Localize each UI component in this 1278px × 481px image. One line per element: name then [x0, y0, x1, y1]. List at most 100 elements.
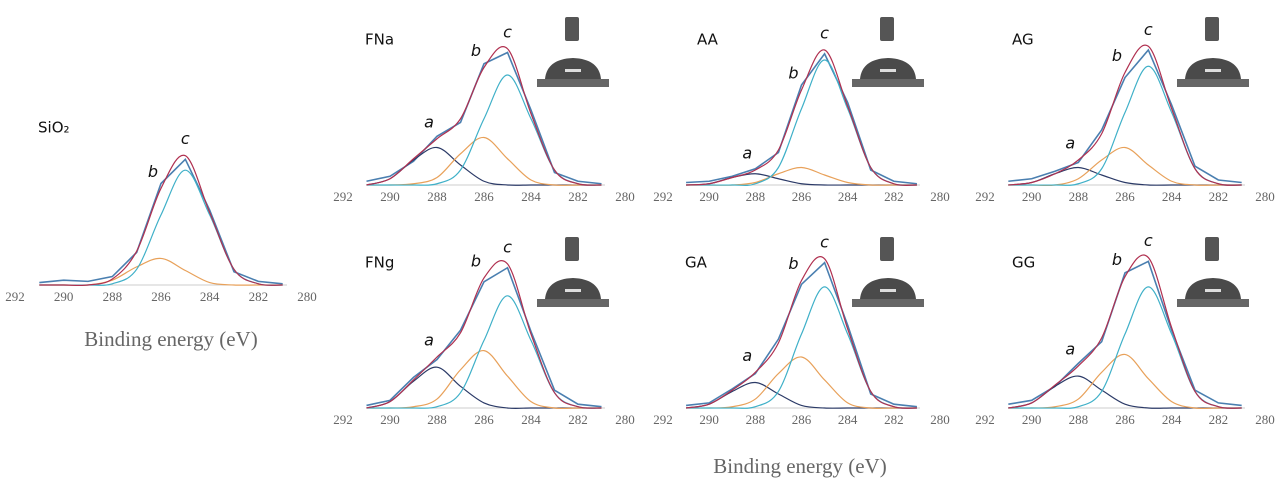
x-tick-label: 286	[474, 189, 494, 204]
x-tick-label: 284	[200, 289, 220, 304]
x-tick-label: 282	[884, 412, 904, 427]
x-tick-label: 292	[5, 289, 25, 304]
x-tick-label: 290	[1022, 412, 1042, 427]
component-b	[686, 356, 917, 409]
reflection	[1205, 289, 1221, 292]
x-axis-label: Binding energy (eV)	[84, 327, 257, 351]
droplet-inset	[537, 237, 609, 317]
panel-title: GG	[1012, 254, 1035, 272]
x-tick-label: 280	[930, 412, 950, 427]
peak-label: c	[1144, 231, 1153, 250]
reflection	[1205, 69, 1221, 72]
x-tick-label: 292	[653, 189, 673, 204]
x-tick-label: 286	[151, 289, 171, 304]
peak-label: c	[181, 129, 190, 148]
substrate	[852, 79, 924, 87]
component-b	[366, 350, 602, 410]
panel-title: AG	[1012, 31, 1034, 49]
x-tick-label: 280	[1255, 189, 1275, 204]
x-tick-label: 286	[1115, 412, 1135, 427]
x-tick-label: 284	[838, 189, 858, 204]
fit-envelope	[685, 256, 917, 409]
x-tick-label: 284	[1162, 412, 1182, 427]
peak-label: a	[742, 144, 752, 163]
substrate	[852, 299, 924, 307]
x-tick-label: 280	[297, 289, 317, 304]
reflection	[565, 289, 581, 292]
fit-envelope	[39, 154, 283, 287]
x-tick-label: 288	[1069, 189, 1089, 204]
component-a	[1008, 166, 1242, 186]
raw-data	[685, 261, 918, 408]
x-tick-label: 288	[427, 189, 447, 204]
fit-envelope	[366, 259, 602, 409]
x-tick-label: 292	[975, 412, 995, 427]
x-tick-label: 292	[975, 189, 995, 204]
peak-label: b	[471, 41, 481, 60]
x-tick-label: 284	[521, 189, 541, 204]
component-b	[1008, 353, 1242, 410]
droplet-inset	[852, 237, 924, 317]
x-tick-label: 282	[568, 189, 588, 204]
x-tick-label: 290	[380, 189, 400, 204]
droplet	[545, 58, 601, 79]
x-tick-label: 286	[474, 412, 494, 427]
peak-label: a	[742, 346, 752, 365]
x-tick-label: 288	[746, 189, 766, 204]
fit-envelope	[686, 49, 917, 186]
fit-envelope	[1008, 254, 1242, 409]
peak-label: b	[471, 251, 481, 270]
peak-label: b	[1112, 46, 1122, 65]
needle	[1205, 17, 1219, 41]
x-tick-label: 282	[884, 189, 904, 204]
peak-label: a	[1065, 339, 1075, 358]
x-tick-label: 290	[380, 412, 400, 427]
peak-label: a	[1065, 134, 1075, 153]
x-tick-label: 292	[333, 189, 353, 204]
panel-title: AA	[697, 31, 719, 49]
x-tick-label: 282	[1209, 412, 1229, 427]
substrate	[537, 299, 609, 307]
peak-label: c	[503, 22, 512, 41]
panel-title: GA	[685, 254, 708, 272]
reflection	[565, 69, 581, 72]
x-tick-label: 288	[1069, 412, 1089, 427]
needle	[880, 237, 894, 261]
x-tick-label: 286	[1115, 189, 1135, 204]
droplet	[1185, 278, 1241, 299]
droplet	[860, 278, 916, 299]
x-tick-label: 284	[838, 412, 858, 427]
reflection	[880, 289, 896, 292]
peak-label: b	[1112, 250, 1122, 269]
x-tick-label: 282	[568, 412, 588, 427]
x-tick-label: 280	[1255, 412, 1275, 427]
peak-label: c	[503, 237, 512, 256]
x-tick-label: 286	[792, 189, 812, 204]
x-tick-label: 292	[333, 412, 353, 427]
peak-label: c	[820, 232, 829, 251]
x-tick-label: 290	[54, 289, 74, 304]
peak-label: b	[788, 254, 798, 273]
needle	[565, 237, 579, 261]
raw-data	[1008, 48, 1242, 184]
droplet	[545, 278, 601, 299]
raw-data	[686, 52, 918, 185]
x-tick-label: 286	[792, 412, 812, 427]
x-tick-label: 290	[699, 412, 719, 427]
substrate	[1177, 299, 1249, 307]
x-tick-label: 282	[249, 289, 269, 304]
droplet-inset	[537, 17, 609, 97]
substrate	[537, 79, 609, 87]
peak-label: a	[424, 331, 434, 350]
needle	[565, 17, 579, 41]
peak-label: a	[424, 112, 434, 131]
fit-envelope	[1008, 44, 1242, 186]
x-tick-label: 288	[746, 412, 766, 427]
peak-label: c	[1144, 20, 1153, 39]
droplet	[860, 58, 916, 79]
peak-label: b	[148, 162, 158, 181]
fit-envelope	[366, 46, 602, 186]
x-tick-label: 282	[1209, 189, 1229, 204]
needle	[1205, 237, 1219, 261]
